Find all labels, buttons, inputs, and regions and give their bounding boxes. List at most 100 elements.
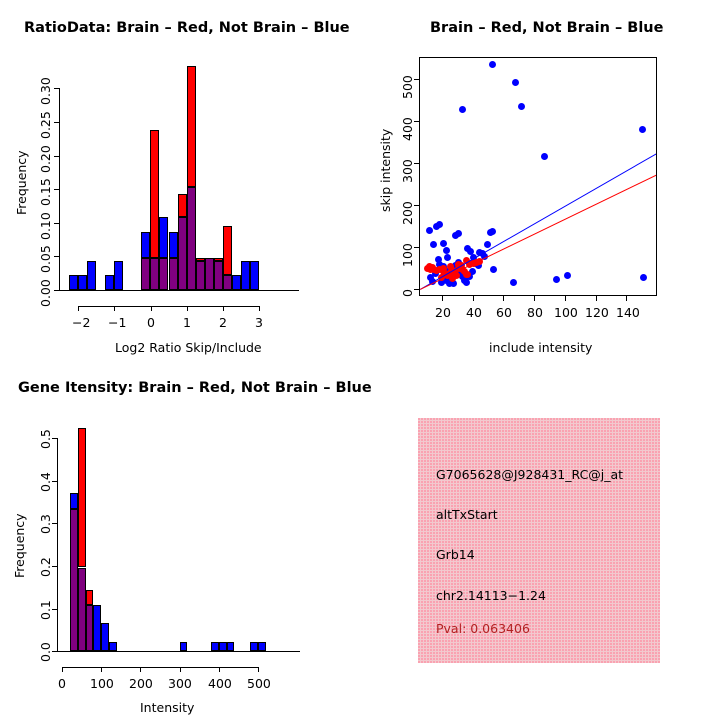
- panel-intensity-scatter: Brain – Red, Not Brain – Blue skip inten…: [360, 0, 720, 360]
- scatter-point-blue: [427, 273, 435, 281]
- gene-xtick-2: [140, 667, 141, 672]
- ratio-xtick-0: [78, 306, 79, 311]
- ratio-histogram-bar-overlap: [222, 275, 232, 290]
- scatter-point-blue: [640, 274, 648, 282]
- ratio-xticklabel-2: 0: [147, 315, 155, 330]
- scatter-plot-area: [419, 57, 657, 296]
- gene-xticklabel-5: 500: [247, 676, 271, 691]
- scatter-point-blue: [517, 103, 525, 111]
- panel-gene-intensity-histogram: Gene Itensity: Brain – Red, Not Brain – …: [0, 360, 372, 720]
- gene-histogram-bar-blue: [226, 642, 235, 651]
- gene-histogram-bar-overlap: [85, 604, 94, 651]
- scatter-point-blue: [483, 241, 491, 249]
- ratio-histogram-bar-red: [186, 65, 196, 187]
- ratio-histogram-bar-blue: [105, 275, 115, 290]
- ratio-ytick-3: [54, 189, 59, 190]
- ratio-histogram-bar-overlap: [177, 217, 187, 290]
- gene-histogram-xlabel: Intensity: [140, 700, 195, 715]
- scatter-point-blue: [437, 278, 445, 286]
- scatter-point-blue: [425, 226, 433, 234]
- gene-ytick-1: [52, 609, 57, 610]
- scatter-point-red: [439, 264, 447, 272]
- gene-xticklabel-2: 200: [129, 676, 153, 691]
- gene-histogram-bar-red: [77, 427, 86, 568]
- ratio-histogram-bar-red: [213, 257, 223, 262]
- ratio-histogram-bars: [0, 0, 360, 360]
- gene-histogram-bar-blue: [218, 642, 227, 651]
- scatter-xlabel: include intensity: [489, 340, 593, 355]
- info-locus: chr2.14113−1.24: [436, 588, 546, 603]
- scatter-point-blue: [442, 247, 450, 255]
- scatter-xticklabel-1: 40: [466, 305, 482, 320]
- ratio-xtick-3: [187, 306, 188, 311]
- ratio-histogram-bar-blue: [159, 217, 169, 258]
- info-probe-id: G7065628@J928431_RC@j_at: [436, 467, 624, 482]
- scatter-point-blue: [459, 105, 467, 113]
- ratio-histogram-bar-overlap: [213, 261, 223, 290]
- ratio-histogram-baseline: [59, 290, 299, 291]
- ratio-histogram-bar-blue: [249, 261, 259, 290]
- scatter-fit-line: [420, 174, 656, 291]
- scatter-point-red: [453, 272, 461, 280]
- gene-histogram-bar-red: [85, 590, 94, 605]
- gene-histogram-bar-blue: [101, 623, 110, 651]
- scatter-xticklabel-5: 120: [585, 305, 609, 320]
- ratio-histogram-bar-overlap: [186, 186, 196, 290]
- scatter-xticklabel-6: 140: [616, 305, 640, 320]
- gene-histogram-bar-blue: [69, 493, 78, 510]
- scatter-point-red: [476, 257, 484, 265]
- scatter-xtick-6: [626, 296, 627, 301]
- scatter-point-blue: [436, 221, 444, 229]
- gene-histogram-bar-blue: [258, 642, 266, 651]
- scatter-yticklabel-5: 500: [400, 75, 415, 99]
- scatter-point-blue: [480, 252, 488, 260]
- gene-xticklabel-3: 300: [168, 676, 192, 691]
- scatter-ytick-2: [414, 205, 419, 206]
- ratio-xticklabel-0: −2: [72, 315, 91, 330]
- ratio-ytick-1: [54, 256, 59, 257]
- ratio-histogram-bar-blue: [87, 261, 97, 290]
- ratio-histogram-bar-blue: [78, 275, 88, 290]
- scatter-point-red: [448, 274, 456, 282]
- ratio-histogram-bar-blue: [68, 275, 78, 290]
- ratio-xticklabel-4: 2: [219, 315, 227, 330]
- scatter-point-blue: [487, 228, 495, 236]
- gene-histogram-bar-overlap: [77, 567, 86, 651]
- ratio-xticklabel-1: −1: [108, 315, 127, 330]
- ratio-histogram-bar-overlap: [159, 257, 169, 290]
- scatter-point-blue: [488, 60, 496, 68]
- scatter-point-red: [447, 263, 455, 271]
- ratio-histogram-bar-overlap: [150, 257, 160, 290]
- gene-ytick-0: [52, 651, 57, 652]
- ratio-histogram-bar-red: [222, 226, 232, 276]
- scatter-xtick-5: [596, 296, 597, 301]
- ratio-histogram-bar-overlap: [204, 257, 214, 290]
- info-panel-background: G7065628@J928431_RC@j_at altTxStart Grb1…: [418, 418, 660, 663]
- gene-xticklabel-0: 0: [58, 676, 66, 691]
- scatter-point-blue: [511, 79, 519, 87]
- ratio-xticklabel-3: 1: [183, 315, 191, 330]
- info-gene-symbol: Grb14: [436, 547, 475, 562]
- ratio-xticklabel-5: 3: [255, 315, 263, 330]
- ratio-histogram-bar-red: [177, 193, 187, 218]
- scatter-xticklabel-0: 20: [435, 305, 451, 320]
- scatter-point-red: [462, 257, 470, 265]
- gene-histogram-yaxis: [57, 438, 58, 652]
- gene-xtick-5: [258, 667, 259, 672]
- scatter-point-blue: [638, 126, 646, 134]
- gene-histogram-bar-blue: [109, 642, 117, 651]
- ratio-histogram-yaxis: [59, 88, 60, 291]
- panel-ratio-histogram: RatioData: Brain – Red, Not Brain – Blue…: [0, 0, 360, 360]
- scatter-point-blue: [468, 267, 476, 275]
- scatter-xticklabel-2: 60: [496, 305, 512, 320]
- scatter-ylabel: skip intensity: [378, 128, 393, 212]
- scatter-xtick-0: [442, 296, 443, 301]
- gene-histogram-bar-blue: [93, 604, 102, 651]
- ratio-histogram-bar-blue: [231, 275, 241, 290]
- scatter-yticklabel-3: 300: [400, 159, 415, 183]
- ratio-histogram-bar-overlap: [195, 261, 205, 290]
- scatter-title: Brain – Red, Not Brain – Blue: [430, 20, 664, 36]
- scatter-point-blue: [552, 275, 560, 283]
- ratio-ytick-5: [54, 122, 59, 123]
- scatter-yticklabel-2: 200: [400, 201, 415, 225]
